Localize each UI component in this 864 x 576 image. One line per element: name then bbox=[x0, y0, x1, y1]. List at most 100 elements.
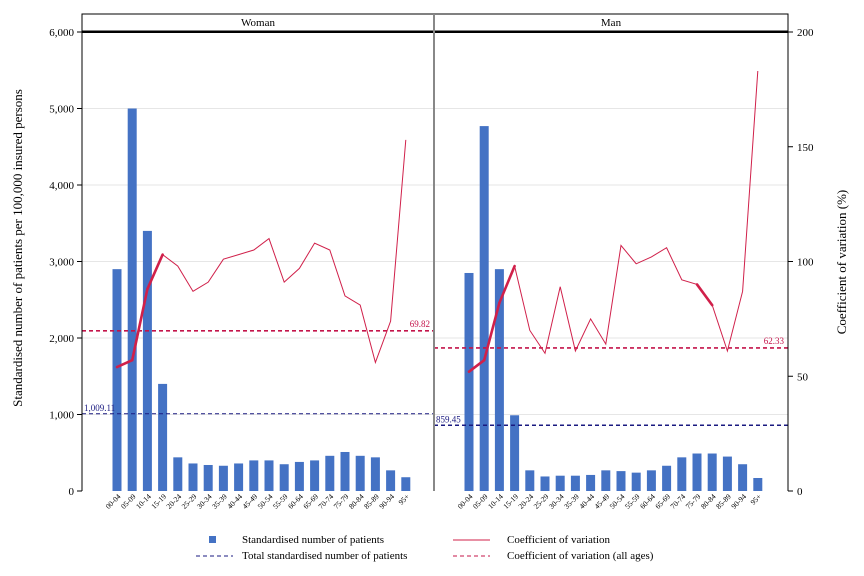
bar bbox=[279, 464, 289, 491]
x-tick-label: 40-44 bbox=[577, 492, 596, 511]
bar bbox=[464, 272, 474, 491]
x-tick-label: 65-69 bbox=[301, 492, 320, 511]
x-tick-label: 70-74 bbox=[668, 492, 687, 511]
x-tick-label: 10-14 bbox=[486, 492, 505, 511]
x-tick-label: 55-59 bbox=[271, 492, 290, 511]
x-tick-label: 15-19 bbox=[501, 492, 520, 511]
bar bbox=[662, 465, 672, 491]
y2-tick-label: 150 bbox=[797, 142, 814, 154]
bar bbox=[127, 108, 137, 491]
x-tick-label: 45-49 bbox=[592, 492, 611, 511]
cv-line bbox=[116, 139, 407, 368]
y-tick-label: 4,000 bbox=[49, 180, 74, 192]
legend-bar-label: Standardised number of patients bbox=[242, 534, 384, 546]
panel-title: Man bbox=[601, 17, 622, 29]
x-tick-label: 85-89 bbox=[714, 492, 733, 511]
y-tick-label: 5,000 bbox=[49, 104, 74, 116]
x-tick-label: 70-74 bbox=[316, 492, 335, 511]
bar bbox=[386, 470, 396, 491]
y2-tick-label: 100 bbox=[797, 257, 814, 269]
legend-bar-swatch bbox=[209, 536, 216, 543]
bar bbox=[631, 472, 641, 491]
legend: Standardised number of patients Coeffici… bbox=[196, 534, 654, 562]
cv-line-bold-segment bbox=[482, 301, 501, 362]
panel-title: Woman bbox=[241, 17, 275, 29]
x-tick-label: 15-19 bbox=[149, 492, 168, 511]
bar bbox=[707, 453, 717, 491]
bar bbox=[218, 465, 228, 491]
bar bbox=[510, 415, 520, 491]
cv-line-bold-segment bbox=[146, 253, 164, 291]
x-tick-label: 35-39 bbox=[210, 492, 229, 511]
x-tick-label: 95+ bbox=[749, 492, 764, 507]
bar bbox=[249, 460, 259, 491]
y-tick-label: 1,000 bbox=[49, 410, 74, 422]
bar bbox=[586, 474, 596, 491]
bar bbox=[570, 475, 580, 491]
x-tick-label: 20-24 bbox=[516, 492, 535, 511]
x-tick-label: 00-04 bbox=[456, 492, 475, 511]
y-tick-label: 3,000 bbox=[49, 257, 74, 269]
bar bbox=[753, 477, 763, 491]
bar bbox=[112, 269, 122, 491]
bar bbox=[677, 457, 687, 491]
x-tick-label: 80-84 bbox=[347, 492, 366, 511]
bar bbox=[142, 230, 152, 491]
x-tick-label: 20-24 bbox=[164, 492, 183, 511]
bar bbox=[173, 457, 183, 491]
bar bbox=[722, 456, 732, 491]
cv-all-label: 69.82 bbox=[410, 319, 430, 329]
cv-line-bold-segment bbox=[498, 264, 516, 305]
bar bbox=[738, 464, 748, 491]
x-tick-label: 55-59 bbox=[623, 492, 642, 511]
bar bbox=[692, 453, 702, 491]
y-axis-label: Standardised number of patients per 100,… bbox=[10, 89, 25, 407]
bar bbox=[601, 470, 611, 491]
bar bbox=[401, 477, 411, 491]
bar bbox=[188, 463, 198, 491]
bar bbox=[294, 461, 304, 491]
legend-cv-label: Coefficient of variation bbox=[507, 534, 611, 546]
x-tick-label: 75-79 bbox=[332, 492, 351, 511]
y2-tick-label: 50 bbox=[797, 371, 809, 383]
y-tick-label: 6,000 bbox=[49, 27, 74, 39]
x-tick-label: 00-04 bbox=[104, 492, 123, 511]
axes: 0 1,000 2,000 3,000 4,000 5,000 6,000 0 50 100 150… bbox=[49, 14, 814, 498]
x-tick-label: 25-29 bbox=[532, 492, 551, 511]
x-tick-label: 40-44 bbox=[225, 492, 244, 511]
bar bbox=[370, 457, 380, 491]
y-tick-label: 2,000 bbox=[49, 333, 74, 345]
cv-line-bold-segment bbox=[130, 287, 149, 362]
cv-line-bold-segment bbox=[467, 358, 486, 373]
x-tick-label: 50-54 bbox=[256, 492, 275, 511]
y2-axis-label: Coefficient of variation (%) bbox=[834, 190, 849, 335]
x-tick-label: 25-29 bbox=[180, 492, 199, 511]
x-tick-label: 45-49 bbox=[240, 492, 259, 511]
x-tick-label: 85-89 bbox=[362, 492, 381, 511]
bar bbox=[264, 460, 274, 491]
cv-line-bold-segment bbox=[115, 358, 134, 369]
bar bbox=[310, 460, 320, 491]
bar bbox=[340, 451, 350, 491]
y2-tick-label: 200 bbox=[797, 27, 814, 39]
x-tick-label: 30-34 bbox=[195, 492, 214, 511]
bar bbox=[646, 470, 656, 491]
legend-cvall-label: Coefficient of variation (all ages) bbox=[507, 550, 654, 562]
x-tick-label: 35-39 bbox=[562, 492, 581, 511]
panel-woman: Woman 00-0405-0910-1415-1920-2425-2930-34… bbox=[81, 13, 435, 511]
bar bbox=[525, 470, 535, 491]
cv-line-bold-segment bbox=[695, 283, 714, 307]
panels: Woman00-0405-0910-1415-1920-2425-2930-34… bbox=[81, 13, 789, 511]
bar bbox=[494, 269, 504, 491]
x-tick-label: 75-79 bbox=[684, 492, 703, 511]
x-tick-label: 90-94 bbox=[377, 492, 396, 511]
x-tick-label: 05-09 bbox=[471, 492, 490, 511]
legend-total-label: Total standardised number of patients bbox=[242, 550, 407, 562]
x-tick-label: 60-64 bbox=[638, 492, 657, 511]
total-patients-label: 859.45 bbox=[436, 414, 461, 424]
bar bbox=[325, 455, 335, 491]
x-tick-label: 30-34 bbox=[547, 492, 566, 511]
y-tick-label: 0 bbox=[69, 486, 75, 498]
bar bbox=[479, 126, 489, 491]
bar bbox=[158, 383, 168, 491]
